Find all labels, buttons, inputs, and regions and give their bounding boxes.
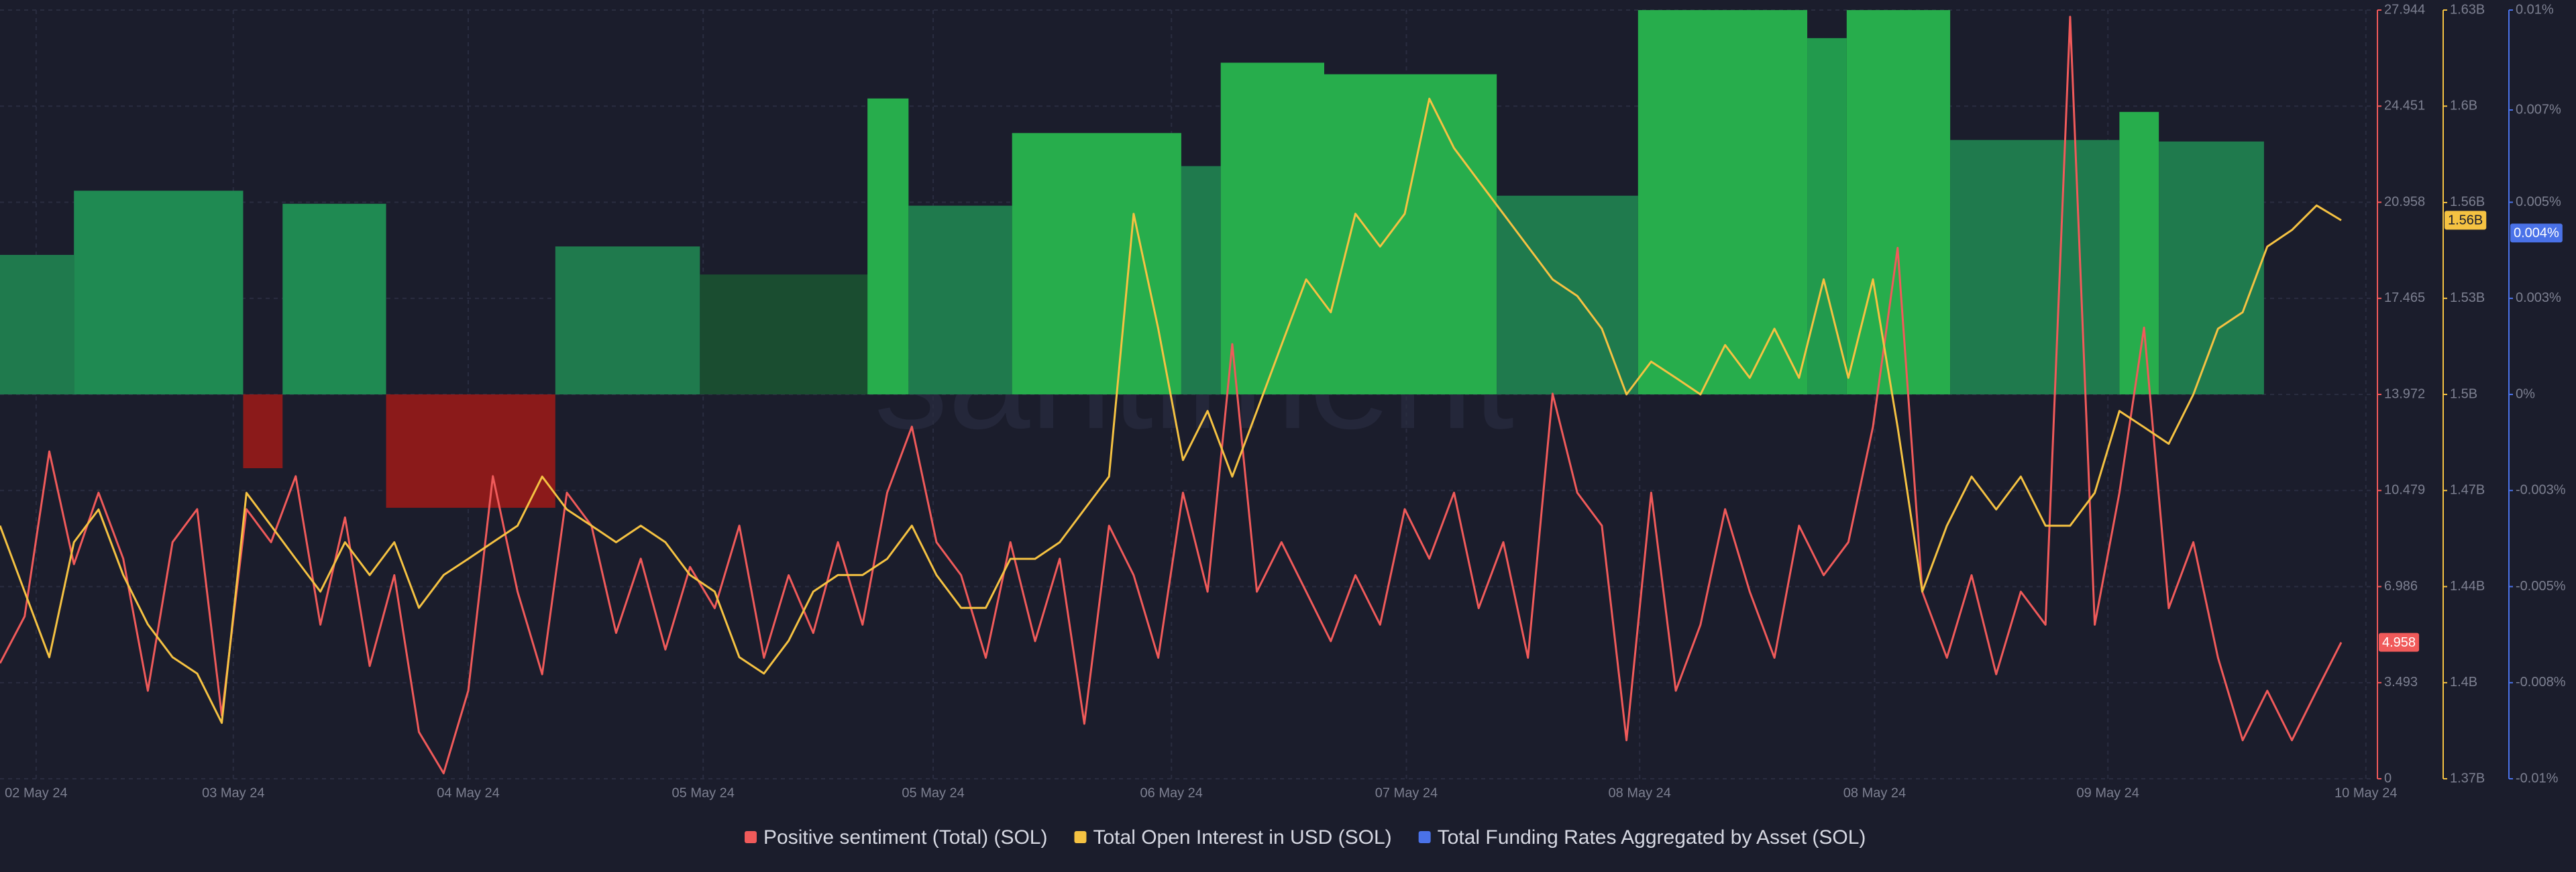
bar — [555, 246, 700, 394]
value-badge: 1.56B — [2445, 211, 2487, 230]
x-tick-label: 04 May 24 — [437, 785, 499, 800]
line — [0, 97, 2342, 724]
value-badge: 0.004% — [2510, 223, 2563, 243]
y-tick-label: 1.47B — [2450, 483, 2485, 498]
y-tick-label: 0.003% — [2516, 290, 2561, 305]
value-badge: 4.958 — [2379, 633, 2420, 652]
legend-swatch — [1418, 831, 1431, 843]
y-tick-label: 0.01% — [2516, 2, 2554, 17]
y-tick-label: 1.44B — [2450, 579, 2485, 594]
bar — [282, 203, 386, 394]
y-tick-label: 1.56B — [2450, 195, 2485, 209]
bar — [908, 205, 1012, 394]
y-tick-label: 17.465 — [2384, 290, 2425, 305]
y-tick-label: -0.003% — [2516, 483, 2566, 498]
bar — [1181, 166, 1221, 394]
y-tick-label: 1.5B — [2450, 386, 2477, 401]
y-tick-label: 6.986 — [2384, 579, 2418, 594]
bar — [1220, 62, 1325, 394]
legend-swatch — [745, 831, 757, 843]
y-tick-label: -0.01% — [2516, 771, 2559, 785]
x-tick-label: 09 May 24 — [2077, 785, 2139, 800]
bar — [2159, 141, 2264, 394]
bar — [1807, 38, 1847, 395]
badge-bg — [2379, 633, 2420, 652]
y-tick-label: 0.005% — [2516, 195, 2561, 209]
y-tick-label: 27.944 — [2384, 2, 2425, 17]
y-tick-label: -0.005% — [2516, 579, 2566, 594]
y-tick-label: 0% — [2516, 386, 2535, 401]
y-tick-label: 20.958 — [2384, 195, 2425, 209]
bar — [1950, 140, 2120, 394]
badge-label: 1.56B — [2448, 213, 2483, 228]
y-tick-label: 3.493 — [2384, 675, 2418, 690]
y-tick-label: 10.479 — [2384, 483, 2425, 498]
legend: Positive sentiment (Total) (SOL) Total Op… — [745, 826, 1866, 849]
bar — [867, 98, 909, 395]
x-tick-label: 02 May 24 — [5, 785, 67, 800]
legend-label: Positive sentiment (Total) (SOL) — [763, 826, 1047, 849]
x-tick-label: 06 May 24 — [1140, 785, 1203, 800]
x-tick-label: 05 May 24 — [672, 785, 735, 800]
line — [0, 15, 2343, 775]
x-tick-label: 03 May 24 — [202, 785, 264, 800]
y-tick-label: 0 — [2384, 771, 2392, 785]
y-tick-label: 13.972 — [2384, 386, 2425, 401]
bar — [1012, 133, 1181, 395]
y-tick-label: 0.007% — [2516, 102, 2561, 117]
bar — [386, 394, 555, 508]
legend-label: Total Funding Rates Aggregated by Asset … — [1438, 826, 1866, 849]
legend-label: Total Open Interest in USD (SOL) — [1093, 826, 1391, 849]
legend-swatch — [1074, 831, 1087, 843]
y-tick-label: 1.37B — [2450, 771, 2485, 785]
badge-bg — [2445, 211, 2487, 230]
y-tick-label: -0.008% — [2516, 675, 2566, 690]
y-tick-label: 1.63B — [2450, 2, 2485, 17]
bar — [0, 255, 74, 394]
badge-label: 0.004% — [2514, 226, 2559, 241]
x-tick-label: 08 May 24 — [1609, 785, 1671, 800]
badge-bg — [2510, 223, 2563, 243]
bar — [700, 274, 868, 394]
y-tick-label: 24.451 — [2384, 99, 2425, 113]
y-tick-label: 1.6B — [2450, 99, 2477, 113]
badge-label: 4.958 — [2382, 635, 2416, 650]
x-tick-label: 08 May 24 — [1843, 785, 1906, 800]
bar — [74, 190, 244, 394]
bar — [2119, 111, 2159, 394]
bar — [1638, 10, 1808, 394]
bar — [1324, 74, 1497, 394]
x-tick-label: 07 May 24 — [1375, 785, 1438, 800]
bar — [1846, 10, 1951, 394]
bar — [1497, 195, 1638, 394]
x-tick-label: 10 May 24 — [2334, 785, 2397, 800]
y-tick-label: 1.53B — [2450, 290, 2485, 305]
bar — [243, 394, 283, 469]
x-tick-label: 05 May 24 — [902, 785, 964, 800]
y-tick-label: 1.4B — [2450, 675, 2477, 690]
